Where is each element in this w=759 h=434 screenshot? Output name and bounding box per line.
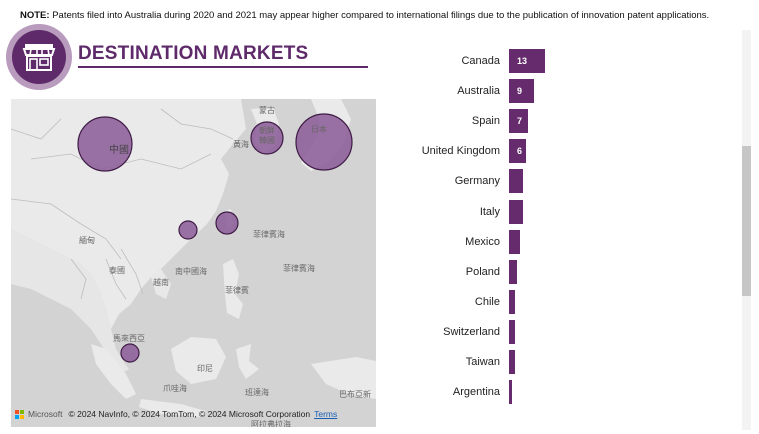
map-label: 日本 bbox=[311, 124, 327, 135]
bubble-malaysia bbox=[121, 344, 139, 362]
bar[interactable] bbox=[509, 169, 523, 193]
bar-row[interactable]: Australia 9 bbox=[400, 79, 740, 103]
bar-row[interactable]: Canada 13 bbox=[400, 49, 740, 73]
bar-category-label: Argentina bbox=[453, 380, 500, 404]
bubble-hong-kong bbox=[179, 221, 197, 239]
map-label: 爪哇海 bbox=[163, 383, 187, 394]
bar-category-label: United Kingdom bbox=[422, 139, 500, 163]
bubble-map[interactable]: 蒙古 朝鮮 韓國 黃海 日本 中國 緬甸 泰國 南中國海 越南 菲律賓海 菲律賓… bbox=[11, 99, 376, 427]
bar-row[interactable]: Poland bbox=[400, 260, 740, 284]
bar[interactable]: 6 bbox=[509, 139, 526, 163]
page-title: DESTINATION MARKETS bbox=[78, 43, 308, 65]
storefront-icon bbox=[6, 24, 72, 90]
bar-row[interactable]: Switzerland bbox=[400, 320, 740, 344]
bar-row[interactable]: Chile bbox=[400, 290, 740, 314]
map-label: 菲律賓 bbox=[225, 285, 249, 296]
bar-row[interactable]: Spain 7 bbox=[400, 109, 740, 133]
map-label: 馬來西亞 bbox=[113, 333, 145, 344]
bar-row[interactable]: Germany bbox=[400, 169, 740, 193]
map-label: 印尼 bbox=[197, 363, 213, 374]
bar[interactable] bbox=[509, 200, 523, 224]
bar-value-label: 7 bbox=[517, 116, 522, 126]
scrollbar-thumb[interactable] bbox=[742, 146, 751, 296]
bar-category-label: Chile bbox=[475, 290, 500, 314]
map-label: 阿拉弗拉海 bbox=[251, 419, 291, 427]
note-text: NOTE: Patents filed into Australia durin… bbox=[20, 10, 709, 21]
map-land bbox=[11, 99, 376, 427]
map-label: 蒙古 bbox=[259, 105, 275, 116]
map-label: 越南 bbox=[153, 277, 169, 288]
bar-category-label: Taiwan bbox=[466, 350, 500, 374]
map-brand: Microsoft bbox=[28, 409, 62, 419]
bar-category-label: Spain bbox=[472, 109, 500, 133]
bar-row[interactable]: Italy bbox=[400, 200, 740, 224]
bar[interactable] bbox=[509, 290, 515, 314]
microsoft-logo-icon bbox=[15, 410, 24, 419]
bar-row[interactable]: Mexico bbox=[400, 230, 740, 254]
bar[interactable] bbox=[509, 380, 512, 404]
bar[interactable] bbox=[509, 350, 515, 374]
map-label: 泰國 bbox=[109, 265, 125, 276]
bar[interactable]: 13 bbox=[509, 49, 545, 73]
map-label: 菲律賓海 bbox=[283, 263, 315, 274]
map-copyright: © 2024 NavInfo, © 2024 TomTom, © 2024 Mi… bbox=[68, 409, 310, 419]
bar-value-label: 13 bbox=[517, 56, 527, 66]
bar-category-label: Poland bbox=[466, 260, 500, 284]
bubble-japan bbox=[296, 114, 352, 170]
bar-row[interactable]: United Kingdom 6 bbox=[400, 139, 740, 163]
destination-bar-chart: Canada 13 Australia 9 Spain 7 United Kingdom 6 G… bbox=[400, 40, 740, 430]
map-attribution: Microsoft © 2024 NavInfo, © 2024 TomTom,… bbox=[15, 409, 337, 419]
map-label: 菲律賓海 bbox=[253, 229, 285, 240]
bar-category-label: Switzerland bbox=[443, 320, 500, 344]
bar[interactable] bbox=[509, 230, 520, 254]
bar[interactable]: 9 bbox=[509, 79, 534, 103]
bar-row[interactable]: Taiwan bbox=[400, 350, 740, 374]
bar-category-label: Australia bbox=[457, 79, 500, 103]
bubble-taiwan bbox=[216, 212, 238, 234]
title-underline bbox=[78, 66, 368, 68]
bar-category-label: Mexico bbox=[465, 230, 500, 254]
bar[interactable] bbox=[509, 260, 517, 284]
bar-value-label: 6 bbox=[517, 146, 522, 156]
bar-category-label: Canada bbox=[461, 49, 500, 73]
bar-row[interactable]: Argentina bbox=[400, 380, 740, 404]
map-label: 緬甸 bbox=[79, 235, 95, 246]
map-label: 黃海 bbox=[233, 139, 249, 150]
bar-category-label: Germany bbox=[455, 169, 500, 193]
map-label: 班達海 bbox=[245, 387, 269, 398]
bar[interactable]: 7 bbox=[509, 109, 528, 133]
map-label: 巴布亞新 bbox=[339, 389, 371, 400]
note-label: NOTE: bbox=[20, 10, 50, 21]
note-body: Patents filed into Australia during 2020… bbox=[52, 10, 709, 21]
map-label: 中國 bbox=[109, 141, 129, 156]
bar[interactable] bbox=[509, 320, 515, 344]
bar-value-label: 9 bbox=[517, 86, 522, 96]
terms-link[interactable]: Terms bbox=[314, 409, 337, 419]
map-label: 南中國海 bbox=[175, 266, 207, 277]
map-label: 韓國 bbox=[259, 135, 275, 146]
bar-category-label: Italy bbox=[480, 200, 500, 224]
vertical-scrollbar[interactable] bbox=[742, 30, 751, 430]
